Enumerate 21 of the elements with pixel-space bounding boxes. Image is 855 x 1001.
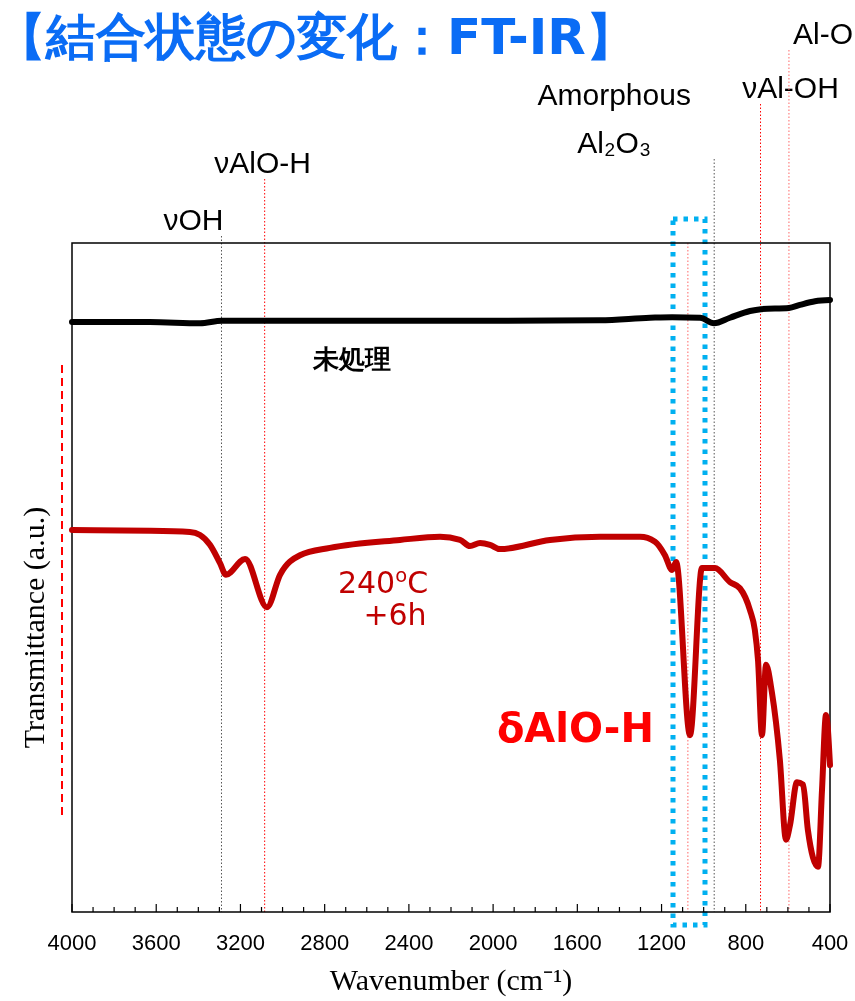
ref-line-label: Al-O (793, 17, 853, 50)
y-axis-title: Transmittance (a.u.) (17, 506, 51, 749)
x-tick-label: 2800 (300, 930, 350, 955)
x-tick-label: 1600 (552, 930, 602, 955)
ref-line-label: νAl-OH (742, 71, 839, 104)
x-axis-title: Wavenumber (cm⁻¹) (329, 963, 573, 997)
ref-line-label: Amorphous Al₂O₃ (537, 78, 691, 159)
x-tick-label: 3200 (215, 930, 265, 955)
x-tick-label: 2400 (384, 930, 434, 955)
ref-line-label: νOH (163, 203, 224, 236)
x-tick-label: 800 (727, 930, 765, 955)
x-tick-label: 2000 (468, 930, 518, 955)
series-label: 240$^{o}$C +6h (337, 563, 429, 632)
x-tick-label: 1200 (637, 930, 687, 955)
annotation: δAlO-H (496, 705, 654, 752)
ref-line-label: νAlO-H (214, 146, 311, 179)
x-tick-label: 4000 (47, 930, 97, 955)
x-tick-label: 400 (811, 930, 849, 955)
series-label: 未処理 (312, 344, 391, 374)
chart-title: 【結合状態の変化：FT-IR】 (0, 8, 636, 66)
x-tick-label: 3600 (131, 930, 181, 955)
